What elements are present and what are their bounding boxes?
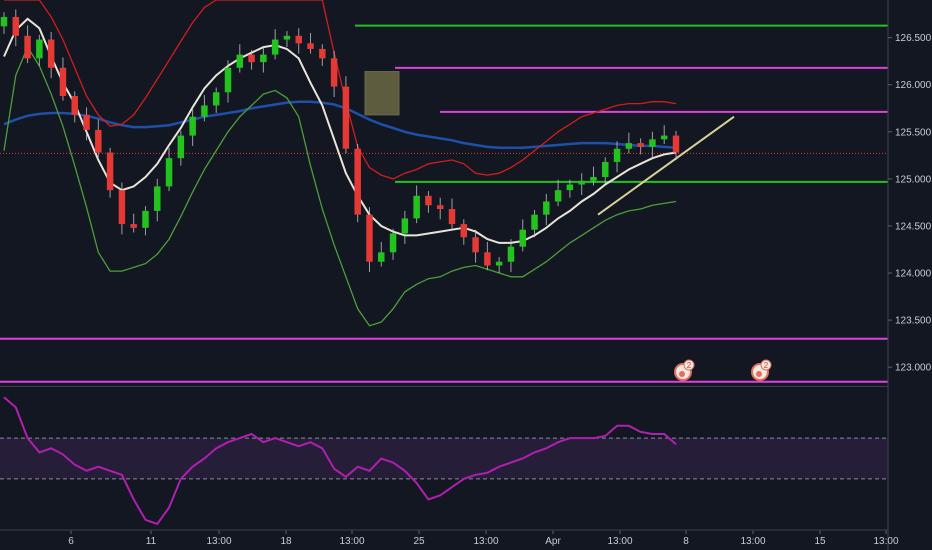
time-axis-tick-label: 13:00 <box>740 536 765 547</box>
event-markers: 2 2 <box>674 359 772 381</box>
indicator-line <box>3 17 677 244</box>
candle-body <box>649 139 656 147</box>
candle-body <box>342 86 350 149</box>
time-axis-tick-label: 13:00 <box>873 536 898 547</box>
candle-body <box>248 54 255 63</box>
candle-body <box>142 210 149 228</box>
indicator-line <box>3 45 677 327</box>
candle-body <box>307 43 314 49</box>
candle-body <box>47 39 55 68</box>
candle-body <box>212 92 220 106</box>
candle-body <box>0 16 8 27</box>
time-axis-tick-label: 6 <box>68 536 74 547</box>
price-axis-background <box>888 0 932 550</box>
time-axis-tick-label: 15 <box>814 536 826 547</box>
candle-body <box>12 16 20 36</box>
candle-body <box>625 143 633 149</box>
price-axis-tick-label: 124.500 <box>895 221 932 232</box>
event-marker-2[interactable]: 2 <box>751 359 772 381</box>
candle-body <box>260 54 267 63</box>
candle-body <box>578 180 585 185</box>
candle-body <box>472 237 479 253</box>
candle-body <box>519 229 526 247</box>
price-axis-tick-label: 123.000 <box>895 363 932 374</box>
candle-body <box>672 135 680 153</box>
candle-body <box>448 209 456 225</box>
time-axis-tick-label: 11 <box>146 536 157 547</box>
candle-body <box>484 252 491 266</box>
candle-body <box>413 195 420 219</box>
price-axis-tick-label: 125.000 <box>895 174 932 185</box>
candle-body <box>660 135 668 140</box>
candle-body <box>24 35 31 59</box>
oscillator-band-fill <box>0 438 888 479</box>
candle-body <box>165 158 173 187</box>
candle-body <box>389 233 397 253</box>
highlight-box <box>364 71 400 116</box>
time-axis-tick-label: 25 <box>413 536 425 547</box>
candle-body <box>295 35 302 44</box>
candle-body <box>436 205 444 210</box>
candle-body <box>554 190 562 202</box>
price-axis[interactable]: 123.000 123.500 124.000 124.500 125.000 125.5… <box>887 0 932 550</box>
indicator-lines <box>3 0 677 327</box>
candle-body <box>106 152 114 191</box>
price-axis-tick-label: 124.000 <box>895 269 932 280</box>
candle-body <box>130 224 137 228</box>
price-axis-tick-label: 126.000 <box>895 80 932 91</box>
candle-body <box>95 129 102 153</box>
candle-body <box>330 58 338 87</box>
candle-body <box>507 246 515 262</box>
indicator-line <box>4 0 677 180</box>
candle-body <box>283 35 291 40</box>
candle-body <box>366 214 373 262</box>
time-axis-tick-label: 8 <box>683 536 689 547</box>
time-axis-tick-label: 13:00 <box>206 536 231 547</box>
time-axis[interactable]: 6 11 13:00 18 13:00 25 13:00 Apr 13:00 8 13:00 15 13… <box>0 529 899 547</box>
price-axis-tick-label: 123.500 <box>895 316 932 327</box>
candle-body <box>495 261 503 266</box>
candle-body <box>531 214 538 230</box>
candle-body <box>637 143 644 147</box>
candle-body <box>59 67 67 97</box>
candle-body <box>378 252 385 262</box>
candle-body <box>71 96 78 115</box>
candle-body <box>236 54 244 68</box>
candle-body <box>602 161 609 177</box>
candlesticks <box>0 9 680 274</box>
price-axis-tick-label: 125.500 <box>895 127 932 138</box>
candle-body <box>201 105 208 117</box>
time-axis-tick-label: 18 <box>280 536 292 547</box>
trendline <box>597 115 735 216</box>
oscillator-line <box>3 396 677 526</box>
candle-body <box>154 186 161 211</box>
event-marker-2-count: 2 <box>764 361 769 370</box>
time-axis-tick-label: 13:00 <box>473 536 498 547</box>
candle-body <box>177 135 185 159</box>
candle-body <box>83 114 90 130</box>
indicator-line <box>3 100 677 150</box>
candle-body <box>460 224 468 238</box>
candle-body <box>36 39 43 59</box>
candle-body <box>543 201 550 215</box>
candle-body <box>566 184 574 191</box>
candle-body <box>401 218 409 234</box>
time-axis-tick-label: 13:00 <box>607 536 632 547</box>
price-axis-tick-label: 126.500 <box>895 33 932 44</box>
event-marker-1[interactable]: 2 <box>674 359 695 381</box>
candle-body <box>271 39 279 55</box>
candle-body <box>118 190 126 225</box>
candle-body <box>189 116 196 136</box>
candle-body <box>590 176 597 181</box>
candle-body <box>319 48 326 59</box>
time-axis-tick-label: Apr <box>545 536 561 547</box>
chart-drawings <box>364 71 735 216</box>
event-marker-1-count: 2 <box>687 361 692 370</box>
time-axis-tick-label: 13:00 <box>339 536 364 547</box>
candle-body <box>354 148 361 215</box>
candle-body <box>613 148 621 162</box>
candle-body <box>425 195 432 206</box>
candle-body <box>224 67 232 93</box>
